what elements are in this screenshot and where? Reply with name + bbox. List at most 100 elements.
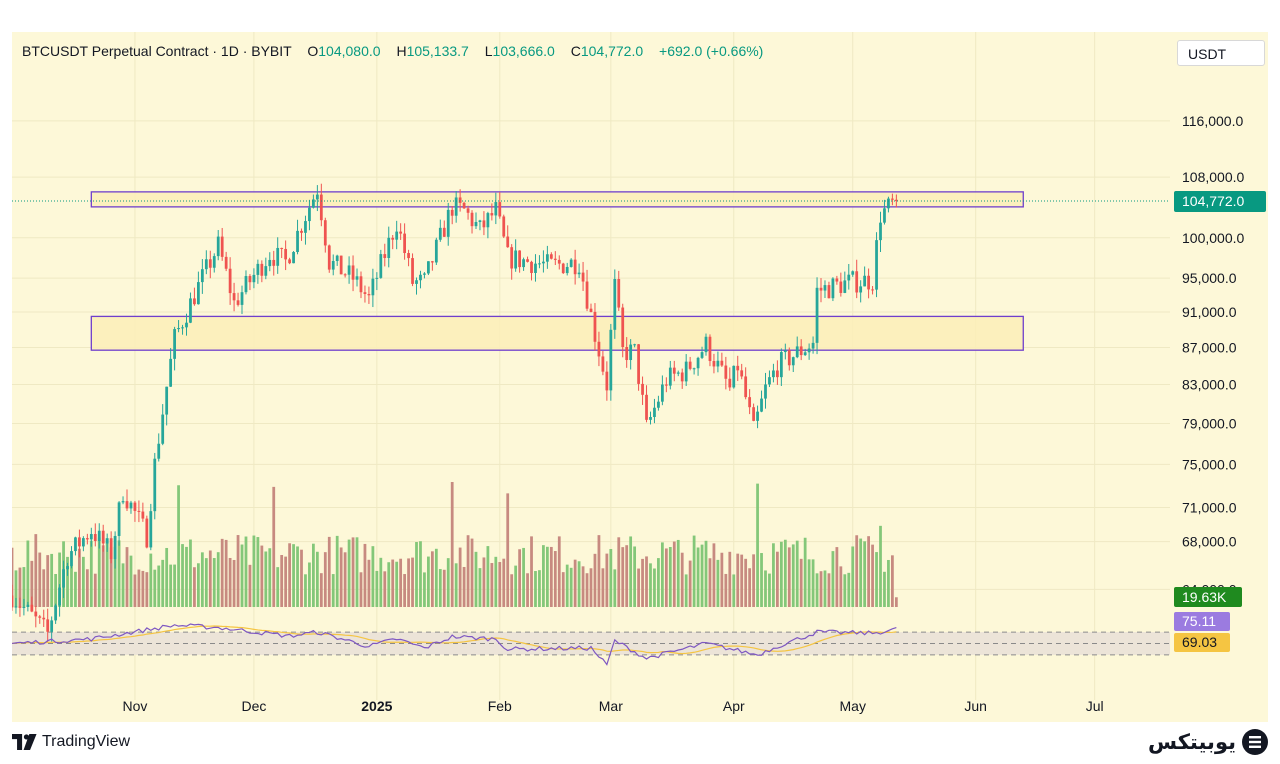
volume-bar bbox=[161, 559, 165, 607]
volume-bar bbox=[375, 570, 379, 607]
volume-bar bbox=[482, 557, 486, 607]
volume-bar bbox=[312, 543, 315, 607]
candle-body bbox=[252, 274, 256, 283]
volume-bar bbox=[347, 539, 351, 607]
currency-selector[interactable]: USDT bbox=[1177, 40, 1265, 66]
volume-bar bbox=[319, 573, 323, 607]
volume-bar bbox=[331, 574, 335, 607]
volume-bar bbox=[248, 564, 252, 607]
candle-body bbox=[764, 384, 767, 399]
volume-bar bbox=[300, 549, 303, 607]
candle-body bbox=[605, 371, 609, 391]
candle-body bbox=[89, 534, 93, 540]
chart-panel[interactable]: 116,000.0 108,000.0 100,000.0 95,000.0 91,00… bbox=[12, 32, 1268, 722]
volume-bar bbox=[637, 568, 640, 607]
candle-body bbox=[220, 236, 224, 257]
candle-body bbox=[676, 372, 680, 374]
volume-bar bbox=[653, 568, 656, 607]
volume-bar bbox=[557, 536, 561, 607]
candle-body bbox=[442, 227, 446, 237]
volume-bar bbox=[839, 566, 843, 607]
volume-bar bbox=[506, 493, 510, 607]
candle-body bbox=[240, 292, 244, 305]
candle-body bbox=[268, 259, 272, 267]
candle-body bbox=[482, 220, 486, 228]
candle-body bbox=[137, 510, 141, 512]
time-tick-label: 2025 bbox=[361, 698, 392, 714]
volume-bar bbox=[772, 543, 775, 607]
candle-body bbox=[224, 256, 228, 269]
candle-body bbox=[724, 365, 728, 379]
volume-bar bbox=[688, 560, 692, 607]
volume-bar bbox=[883, 571, 886, 607]
volume-bar bbox=[510, 574, 514, 607]
volume-bar bbox=[498, 562, 502, 607]
volume-bar bbox=[585, 573, 589, 607]
volume-bar bbox=[89, 540, 93, 607]
volume-bar bbox=[264, 551, 268, 607]
candle-body bbox=[740, 370, 744, 377]
candle-body bbox=[292, 252, 295, 264]
volume-bar bbox=[894, 597, 898, 607]
candle-body bbox=[121, 501, 125, 503]
candle-body bbox=[232, 293, 236, 301]
candle-body bbox=[264, 266, 268, 276]
volume-bar bbox=[236, 535, 240, 607]
volume-bar bbox=[260, 545, 264, 607]
candle-body bbox=[458, 197, 462, 203]
candle-body bbox=[510, 247, 514, 269]
candle-body bbox=[641, 383, 644, 395]
candle-body bbox=[407, 253, 410, 259]
time-tick-label: Nov bbox=[122, 698, 147, 714]
volume-bar bbox=[843, 574, 847, 607]
candle-body bbox=[680, 372, 684, 382]
candle-body bbox=[85, 538, 89, 540]
volume-bar bbox=[664, 548, 668, 607]
candle-body bbox=[70, 551, 73, 567]
volume-bar bbox=[795, 540, 799, 607]
volume-bar bbox=[343, 552, 347, 607]
volume-bar bbox=[308, 562, 311, 607]
candle-body bbox=[894, 199, 898, 202]
candle-body bbox=[46, 619, 50, 632]
rsi-ma-label: 69.03 bbox=[1182, 634, 1217, 650]
candle-body bbox=[54, 605, 58, 621]
volume-bar bbox=[811, 559, 815, 607]
candle-body bbox=[308, 207, 311, 222]
volume-bar bbox=[863, 541, 867, 607]
candle-body bbox=[629, 344, 633, 361]
candle-body bbox=[109, 538, 113, 560]
volume-bar bbox=[736, 553, 740, 607]
candle-body bbox=[859, 286, 863, 293]
volume-bar bbox=[93, 573, 97, 607]
volume-bar bbox=[530, 536, 533, 607]
volume-bar bbox=[204, 558, 208, 607]
volume-bar bbox=[173, 564, 176, 607]
volume-bar bbox=[613, 569, 617, 607]
candle-body bbox=[81, 538, 85, 547]
price-chart[interactable]: 116,000.0 108,000.0 100,000.0 95,000.0 91,00… bbox=[12, 32, 1268, 722]
zone-rectangle-1 bbox=[90, 191, 1024, 208]
volume-bar bbox=[538, 570, 541, 607]
volume-bar bbox=[58, 552, 61, 607]
ohlc-legend: BTCUSDT Perpetual Contract · 1D · BYBIT … bbox=[22, 43, 763, 59]
candle-body bbox=[256, 263, 260, 275]
volume-bar bbox=[466, 535, 470, 607]
candle-body bbox=[113, 535, 117, 560]
candle-body bbox=[526, 259, 529, 262]
volume-bar bbox=[708, 558, 712, 607]
volume-bar bbox=[113, 546, 117, 607]
candle-body bbox=[815, 287, 819, 343]
volume-bar bbox=[712, 543, 716, 607]
volume-bar bbox=[18, 567, 22, 607]
candle-body bbox=[887, 198, 890, 209]
candle-body bbox=[581, 272, 585, 282]
candle-body bbox=[450, 209, 454, 216]
volume-bar bbox=[339, 547, 343, 607]
candle-body bbox=[577, 272, 581, 275]
tradingview-brand[interactable]: TradingView bbox=[12, 733, 130, 751]
volume-bar bbox=[748, 568, 752, 607]
candle-body bbox=[105, 538, 109, 544]
volume-bar bbox=[26, 540, 30, 607]
volume-bar bbox=[399, 558, 403, 607]
